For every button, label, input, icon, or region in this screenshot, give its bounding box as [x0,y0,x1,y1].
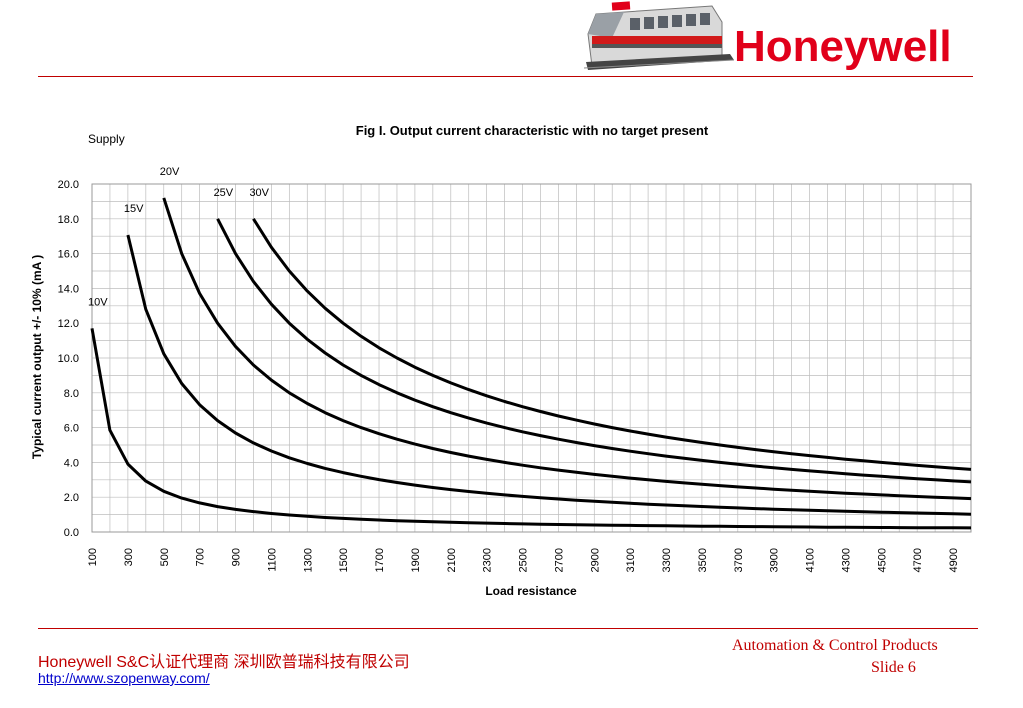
chart-grid [91,183,972,533]
series-label-30v: 30V [249,187,269,199]
series-line-20v [162,197,972,501]
x-tick-label: 4100 [805,548,817,572]
footer-company: Honeywell S&C认证代理商 深圳欧普瑞科技有限公司 [38,654,410,671]
series-label-10v: 10V [88,296,108,308]
x-tick-label: 1900 [410,548,422,572]
x-tick-label: 900 [231,548,243,566]
series-line-30v [252,217,972,471]
x-tick-label: 500 [159,548,171,566]
footer-divider [38,628,978,629]
y-tick-label: 12.0 [58,318,79,330]
chart-ticks: 0.0 2.0 4.0 6.0 8.0 10.0 12.0 14.0 16.0 18.0 20.0 1… [58,179,960,572]
y-tick-label: 18.0 [58,214,79,226]
x-tick-label: 2700 [553,548,565,572]
x-tick-label: 1700 [374,548,386,572]
y-tick-label: 16.0 [58,249,79,261]
x-tick-label: 2500 [518,548,530,572]
header-divider [38,76,973,77]
x-tick-label: 4900 [948,548,960,572]
brand-logo: Honeywell [734,22,952,71]
chart-axes [91,183,972,533]
x-axis-label: Load resistance [485,584,577,598]
chart-title: Fig I. Output current characteristic wit… [356,123,709,138]
y-tick-label: 20.0 [58,179,79,191]
x-tick-label: 3700 [733,548,745,572]
series-line-25v [216,218,972,484]
x-tick-label: 700 [195,548,207,566]
x-tick-label: 2100 [446,548,458,572]
legend-title: Supply [88,132,125,146]
series-label-20v: 20V [160,166,180,178]
x-tick-label: 3900 [769,548,781,572]
slide-number: Slide 6 [871,659,916,676]
x-tick-label: 1100 [266,548,278,572]
x-tick-label: 2300 [482,548,494,572]
train-icon [584,1,734,70]
series-line-15v [126,234,972,516]
x-tick-label: 300 [123,548,135,566]
x-tick-label: 100 [87,548,99,566]
footer-url-link[interactable]: http://www.szopenway.com/ [38,670,210,686]
y-tick-label: 4.0 [64,457,79,469]
y-axis-label: Typical current output +/- 10% (mA ) [30,255,44,459]
x-tick-label: 3300 [661,548,673,572]
y-tick-label: 8.0 [64,388,79,400]
series-label-25v: 25V [214,187,234,199]
y-tick-label: 6.0 [64,423,79,435]
series-line-10v [90,328,972,530]
y-tick-label: 2.0 [64,492,79,504]
y-tick-label: 14.0 [58,283,79,295]
x-tick-label: 4500 [876,548,888,572]
footer-division: Automation & Control Products [732,637,938,654]
x-tick-label: 1300 [302,548,314,572]
x-tick-label: 3500 [697,548,709,572]
x-tick-label: 2900 [589,548,601,572]
plot-area-border [91,183,972,533]
x-tick-label: 3100 [625,548,637,572]
y-tick-label: 10.0 [58,353,79,365]
y-tick-label: 0.0 [64,527,79,539]
x-tick-label: 4700 [912,548,924,572]
chart-series-labels: 10V 15V 20V 25V 30V [88,166,270,309]
x-tick-label: 4300 [840,548,852,572]
x-tick-label: 1500 [338,548,350,572]
series-label-15v: 15V [124,203,144,215]
chart-series [90,197,972,530]
